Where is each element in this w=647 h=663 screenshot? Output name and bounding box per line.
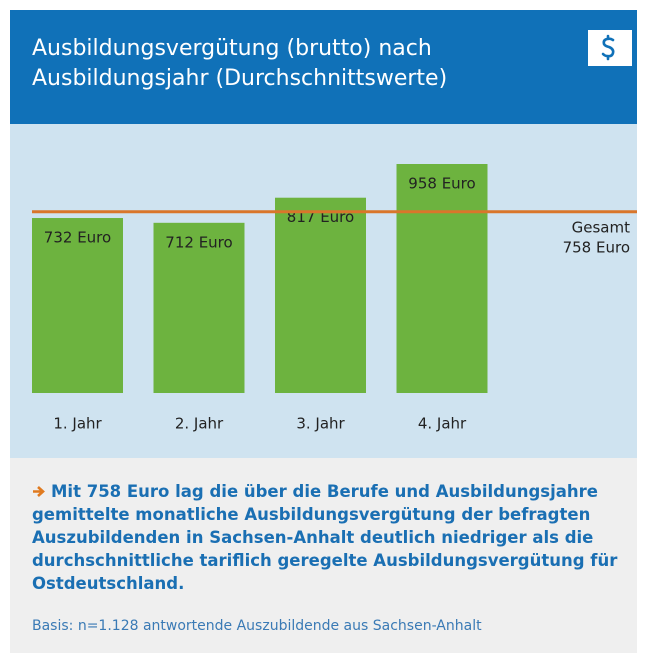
note-block: Mit 758 Euro lag die über die Berufe und…	[32, 480, 632, 595]
arrow-icon	[33, 486, 45, 497]
bar	[32, 218, 123, 393]
dollar-symbol	[601, 34, 615, 61]
header: Ausbildungsvergütung (brutto) nach Ausbi…	[10, 10, 637, 124]
x-tick-label: 1. Jahr	[53, 415, 102, 433]
source: Basis: n=1.128 antwortende Auszubildende…	[32, 618, 482, 634]
x-tick-label: 3. Jahr	[296, 415, 345, 433]
bar	[275, 197, 366, 393]
chart-title: Ausbildungsvergütung (brutto) nach Ausbi…	[32, 36, 448, 91]
bar	[153, 222, 245, 393]
currency-icon	[588, 30, 632, 66]
value-label: 732 Euro	[44, 229, 111, 247]
reference-label: Gesamt	[572, 218, 630, 236]
value-label: 958 Euro	[408, 175, 475, 193]
value-label: 712 Euro	[165, 233, 232, 251]
footer: Mit 758 Euro lag die über die Berufe und…	[10, 458, 637, 653]
x-tick-label: 2. Jahr	[175, 415, 224, 433]
note: Mit 758 Euro lag die über die Berufe und…	[32, 482, 618, 593]
bar	[396, 164, 488, 393]
reference-value-label: 758 Euro	[563, 238, 630, 256]
x-tick-label: 4. Jahr	[418, 415, 467, 433]
